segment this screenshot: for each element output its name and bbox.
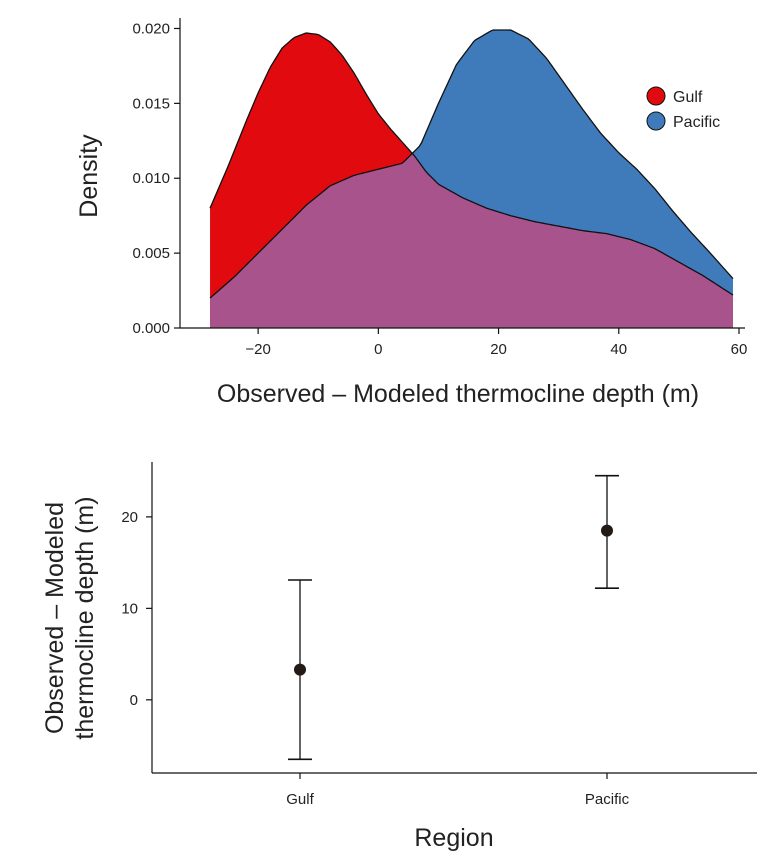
region-axes: 0 10 20 Gulf Pacific [121, 462, 757, 808]
legend: Gulf Pacific [646, 86, 720, 131]
density-y-tick-label: 0.010 [132, 170, 170, 187]
density-y-tick-label: 0.020 [132, 20, 170, 37]
overlap-density-area [210, 153, 733, 328]
region-y-tick-label: 10 [121, 600, 138, 617]
density-x-tick-label: −20 [245, 341, 270, 358]
legend-gulf-label: Gulf [673, 89, 703, 106]
region-chart: 0 10 20 Gulf Pacific Region Observed – Model… [41, 462, 757, 852]
density-y-axis-title: Density [75, 134, 103, 218]
density-x-tick-label: 60 [731, 341, 748, 358]
legend-pacific-swatch [646, 111, 666, 131]
region-y-axis-title-line2: thermocline depth (m) [71, 496, 99, 739]
density-x-axis-title: Observed – Modeled thermocline depth (m) [217, 380, 699, 408]
region-y-axis-title-line1: Observed – Modeled [41, 502, 69, 734]
density-chart: 0.000 0.005 0.010 0.015 0.020 −20 0 20 40 60 Obs… [75, 18, 747, 408]
region-x-tick-label: Pacific [585, 791, 630, 808]
mean-point-gulf [294, 663, 306, 676]
density-x-tick-label: 40 [610, 341, 627, 358]
gulf-density-line [209, 32, 734, 296]
pacific-density-line [209, 29, 734, 299]
density-x-axis: −20 0 20 40 60 [180, 327, 748, 358]
density-y-tick-label: 0.015 [132, 95, 170, 112]
density-x-tick-label: 0 [374, 341, 382, 358]
region-x-tick-label: Gulf [286, 791, 314, 808]
density-y-axis: 0.000 0.005 0.010 0.015 0.020 [132, 18, 181, 337]
region-y-tick-label: 0 [130, 692, 138, 709]
density-x-tick-label: 20 [490, 341, 507, 358]
density-y-tick-label: 0.005 [132, 245, 170, 262]
region-marks [288, 474, 619, 761]
mean-point-pacific [601, 524, 613, 537]
legend-gulf-swatch [646, 86, 666, 106]
region-y-tick-label: 20 [121, 509, 138, 526]
density-y-tick-label: 0.000 [132, 320, 170, 337]
region-x-axis-title: Region [414, 824, 493, 852]
legend-pacific-label: Pacific [673, 114, 720, 131]
